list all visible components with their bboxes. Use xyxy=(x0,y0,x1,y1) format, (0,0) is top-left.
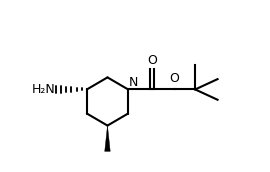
Text: N: N xyxy=(129,76,138,89)
Text: H₂N: H₂N xyxy=(31,83,55,96)
Polygon shape xyxy=(105,126,110,151)
Text: O: O xyxy=(170,72,180,85)
Text: O: O xyxy=(147,54,157,67)
